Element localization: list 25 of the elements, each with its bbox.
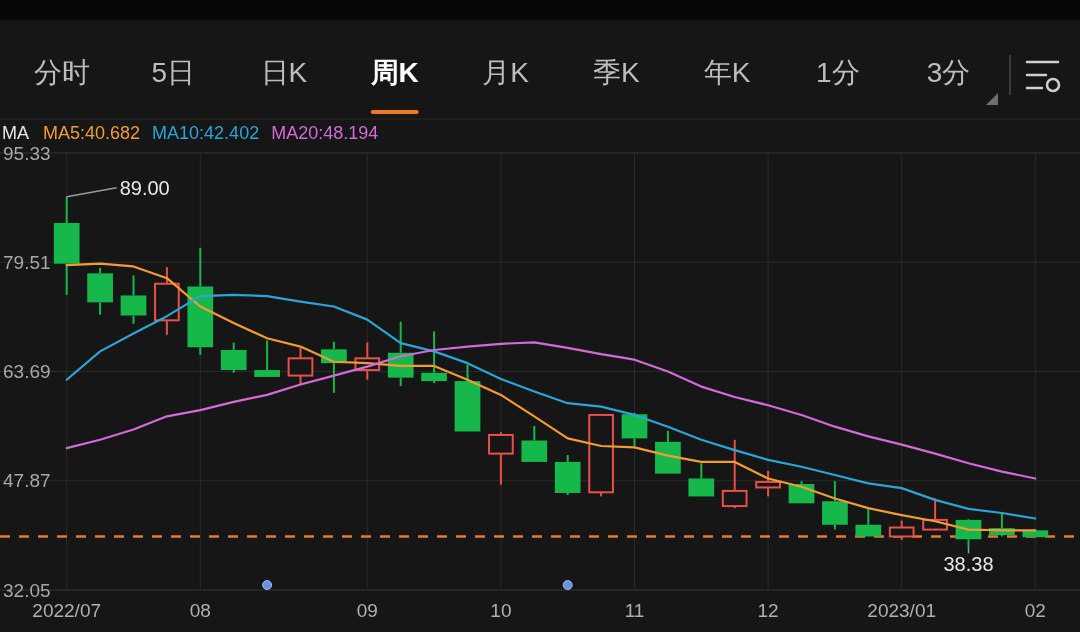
y-tick-label: 95.33 — [3, 142, 51, 164]
x-tick-label: 12 — [757, 599, 779, 621]
x-tick-label: 10 — [490, 599, 512, 621]
y-tick-label: 32.05 — [3, 579, 51, 601]
text: 5日 — [151, 56, 195, 88]
y-tick-label: 79.51 — [3, 251, 51, 273]
x-tick-label: 11 — [624, 599, 645, 621]
annotation: 89.00 — [119, 176, 170, 199]
y-tick-label: 63.69 — [3, 361, 51, 382]
x-tick-label: 09 — [356, 599, 378, 621]
text: 日K — [260, 56, 308, 88]
text: 3分 — [926, 56, 971, 88]
x-tick-label: 2022/07 — [32, 599, 102, 621]
legend: MA MA5:40.682 MA10:42.402 MA20:48.194 — [2, 123, 379, 143]
text: 季K — [592, 56, 640, 88]
annotation: 38.38 — [943, 553, 994, 576]
text: 分时 — [34, 56, 91, 88]
x-tick-label: 2023/01 — [867, 599, 937, 621]
text: 1分 — [816, 56, 860, 88]
text: 月K — [482, 56, 530, 88]
text: 年K — [703, 56, 751, 88]
y-tick-label: 47.87 — [3, 470, 51, 492]
x-tick-label: 08 — [189, 599, 211, 621]
x-tick-label: 02 — [1024, 599, 1046, 621]
text: 周K — [369, 56, 419, 88]
